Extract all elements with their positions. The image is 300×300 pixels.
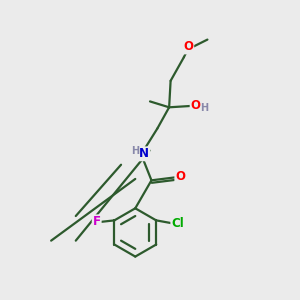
- Text: F: F: [93, 215, 101, 228]
- Text: O: O: [190, 99, 201, 112]
- Text: O: O: [183, 40, 193, 53]
- Text: N: N: [139, 147, 149, 160]
- Text: H: H: [200, 103, 208, 113]
- Text: O: O: [175, 170, 185, 183]
- Text: Cl: Cl: [171, 217, 184, 230]
- Text: H: H: [130, 146, 139, 157]
